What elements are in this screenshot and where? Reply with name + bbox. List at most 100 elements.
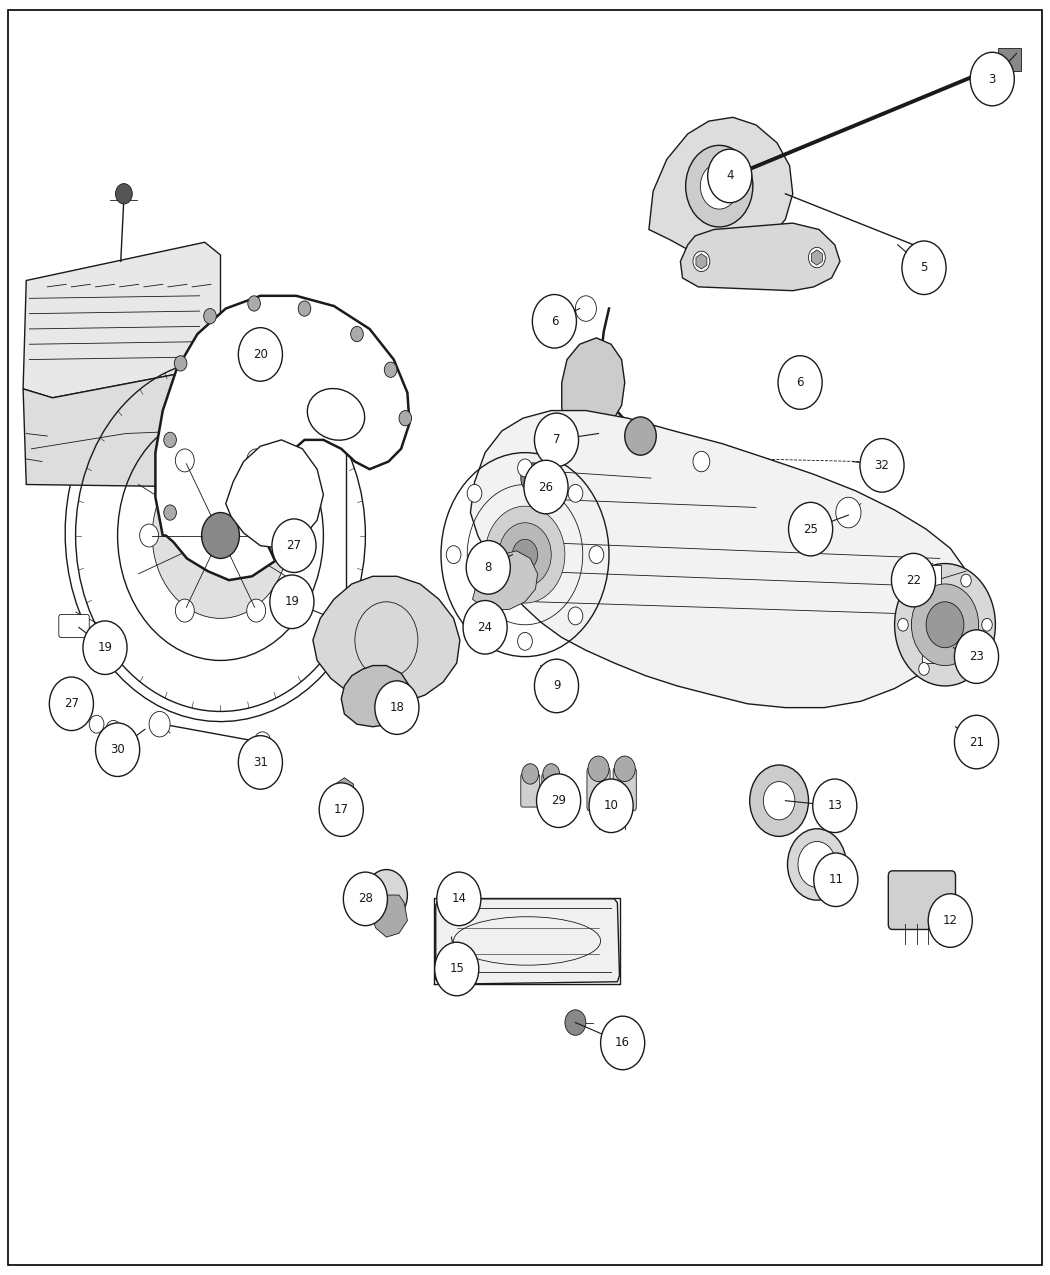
Circle shape [204,309,216,324]
Circle shape [238,736,282,789]
Circle shape [625,417,656,455]
Text: 6: 6 [796,376,804,389]
FancyBboxPatch shape [587,768,610,811]
Text: 5: 5 [920,261,928,274]
Circle shape [926,602,964,648]
Circle shape [919,574,929,586]
Circle shape [512,539,538,570]
Circle shape [961,663,971,676]
FancyBboxPatch shape [613,768,636,811]
Text: 23: 23 [969,650,984,663]
Circle shape [247,449,266,472]
Circle shape [149,711,170,737]
Text: 9: 9 [552,680,561,692]
Circle shape [466,541,510,594]
Circle shape [911,584,979,666]
Circle shape [140,524,159,547]
Circle shape [808,247,825,268]
Circle shape [575,296,596,321]
Text: 14: 14 [452,892,466,905]
Circle shape [798,842,836,887]
Circle shape [813,779,857,833]
Text: 25: 25 [803,523,818,536]
Circle shape [522,764,539,784]
Text: 20: 20 [253,348,268,361]
Text: 16: 16 [615,1037,630,1049]
Circle shape [435,942,479,996]
Circle shape [588,756,609,782]
Circle shape [789,502,833,556]
Circle shape [446,546,461,564]
Bar [998,48,1021,71]
Circle shape [750,765,808,836]
FancyBboxPatch shape [542,774,561,807]
Text: 24: 24 [478,621,492,634]
Circle shape [954,630,999,683]
Text: 26: 26 [539,481,553,493]
Circle shape [164,505,176,520]
Circle shape [175,449,194,472]
Circle shape [175,599,194,622]
Circle shape [467,484,482,502]
Circle shape [532,295,576,348]
Polygon shape [470,411,968,708]
Text: 7: 7 [552,434,561,446]
Circle shape [254,732,271,752]
Text: 3: 3 [988,73,996,85]
Polygon shape [562,338,625,436]
Circle shape [534,413,579,467]
Polygon shape [680,223,840,291]
Circle shape [568,607,583,625]
Text: 13: 13 [827,799,842,812]
Circle shape [152,453,289,618]
Circle shape [928,894,972,947]
Polygon shape [226,440,323,548]
Circle shape [614,756,635,782]
Circle shape [298,301,311,316]
Polygon shape [313,576,460,704]
Text: 17: 17 [334,803,349,816]
Circle shape [518,459,532,477]
Circle shape [485,506,565,603]
Circle shape [895,564,995,686]
Circle shape [836,497,861,528]
Circle shape [568,484,583,502]
Circle shape [202,513,239,558]
Circle shape [164,432,176,448]
Circle shape [83,621,127,674]
Circle shape [708,149,752,203]
Circle shape [384,362,397,377]
Circle shape [89,715,104,733]
Circle shape [982,618,992,631]
Circle shape [375,681,419,734]
Circle shape [521,463,546,493]
Text: 29: 29 [551,794,566,807]
Circle shape [814,853,858,907]
Text: 4: 4 [726,170,734,182]
Circle shape [860,439,904,492]
Text: 27: 27 [64,697,79,710]
Circle shape [343,872,387,926]
Circle shape [954,715,999,769]
Circle shape [467,607,482,625]
Polygon shape [23,242,220,398]
Text: 19: 19 [98,641,112,654]
Text: 10: 10 [604,799,618,812]
Text: 22: 22 [906,574,921,586]
Circle shape [919,663,929,676]
Text: 28: 28 [358,892,373,905]
Circle shape [399,411,412,426]
Circle shape [589,779,633,833]
Circle shape [565,1010,586,1035]
Ellipse shape [308,389,364,440]
Polygon shape [155,296,410,580]
Circle shape [534,659,579,713]
Circle shape [589,546,604,564]
Circle shape [272,519,316,572]
Text: 27: 27 [287,539,301,552]
Circle shape [970,52,1014,106]
FancyBboxPatch shape [521,774,540,807]
Circle shape [463,601,507,654]
Circle shape [518,632,532,650]
Bar [922,565,941,593]
